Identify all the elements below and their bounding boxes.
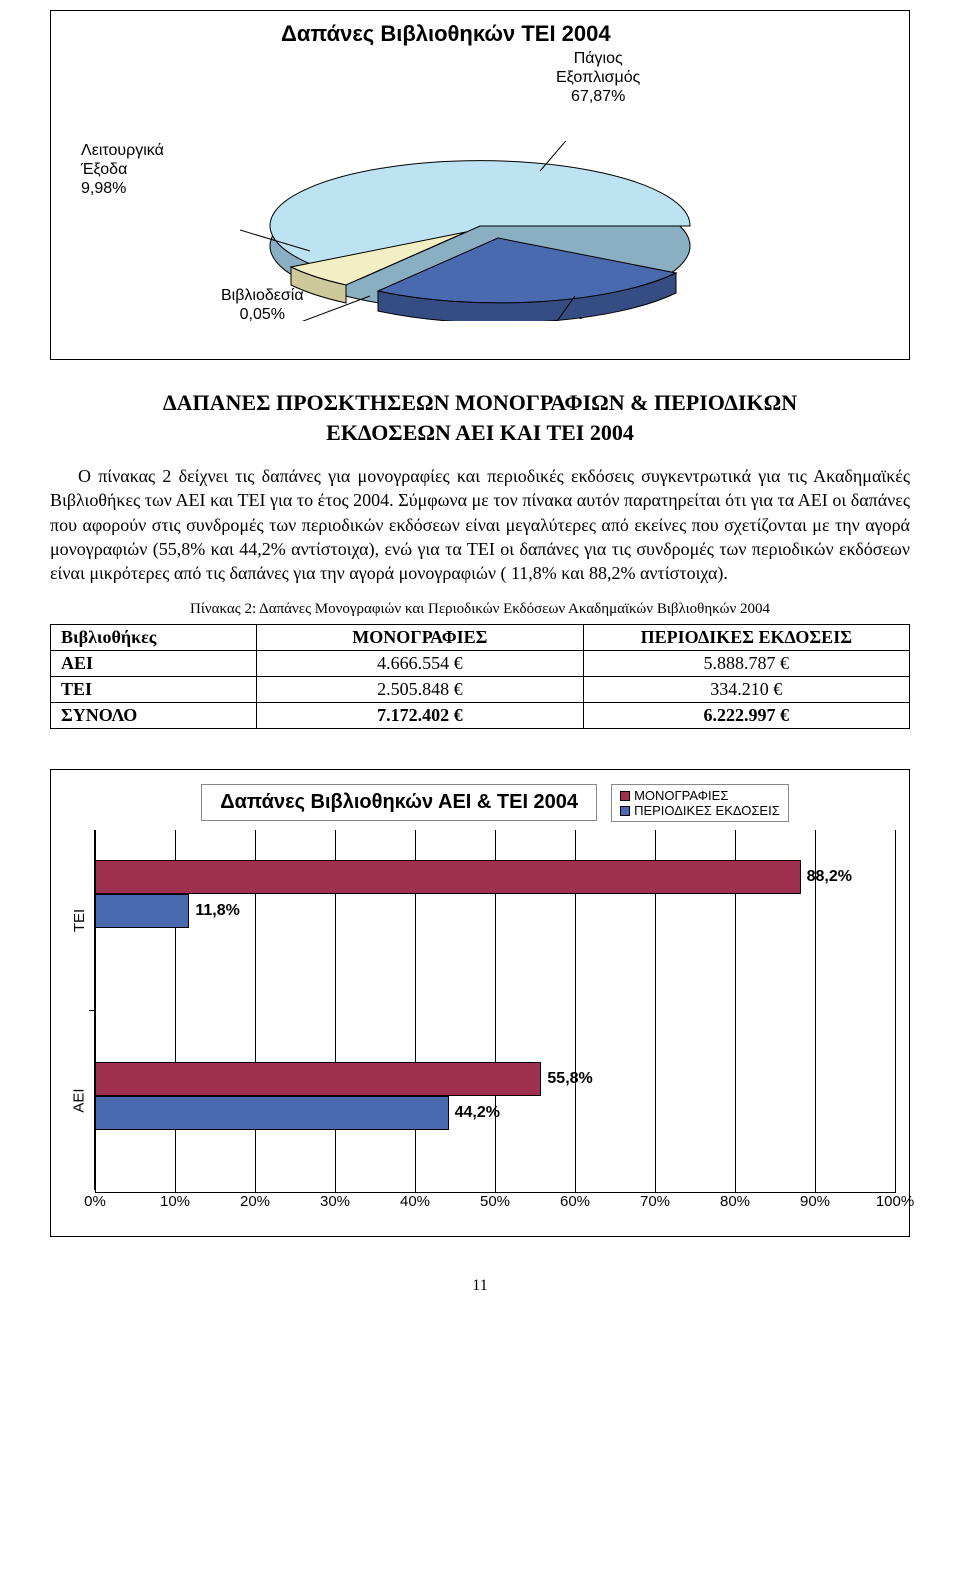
bar-fill	[95, 1062, 541, 1096]
page-number: 11	[50, 1277, 910, 1295]
table-row: ΣΥΝΟΛΟ 7.172.402 € 6.222.997 €	[51, 703, 910, 729]
section-heading-1: ΔΑΠΑΝΕΣ ΠΡΟΣΚΤΗΣΕΩΝ ΜΟΝΟΓΡΑΦΙΩΝ & ΠΕΡΙΟΔ…	[50, 390, 910, 416]
x-tick: 100%	[875, 1193, 915, 1210]
table-header-row: Βιβλιοθήκες ΜΟΝΟΓΡΑΦΙΕΣ ΠΕΡΙΟΔΙΚΕΣ ΕΚΔΟΣ…	[51, 625, 910, 651]
y-label-aei: ΑΕΙ	[71, 1088, 88, 1112]
bar-legend: ΜΟΝΟΓΡΑΦΙΕΣ ΠΕΡΙΟΔΙΚΕΣ ΕΚΔΟΣΕΙΣ	[611, 784, 789, 822]
x-tick: 40%	[395, 1193, 435, 1210]
x-tick: 10%	[155, 1193, 195, 1210]
body-paragraph: Ο πίνακας 2 δείχνει τις δαπάνες για μονο…	[50, 464, 910, 585]
table-row: ΑΕΙ 4.666.554 € 5.888.787 €	[51, 651, 910, 677]
bar-aei-per: 44,2%	[95, 1096, 895, 1130]
bar-fill	[95, 860, 801, 894]
x-tick: 60%	[555, 1193, 595, 1210]
pie-label-leit: Λειτουργικά Έξοδα 9,98%	[81, 141, 164, 199]
legend-mono: ΜΟΝΟΓΡΑΦΙΕΣ	[620, 788, 780, 803]
pie-label-pagios: Πάγιος Εξοπλισμός 67,87%	[556, 49, 640, 107]
x-tick: 70%	[635, 1193, 675, 1210]
bar-fill	[95, 1096, 449, 1130]
section-heading-2: ΕΚΔΟΣΕΩΝ ΑΕΙ ΚΑΙ ΤΕΙ 2004	[50, 420, 910, 446]
bar-tei-mono: 88,2%	[95, 860, 895, 894]
table-caption: Πίνακας 2: Δαπάνες Μονογραφιών και Περιο…	[50, 601, 910, 618]
pie-title: Δαπάνες Βιβλιοθηκών ΤΕΙ 2004	[281, 21, 611, 47]
plot-grid: 88,2% 11,8% 55,8% 44,2%	[95, 830, 895, 1190]
x-tick: 50%	[475, 1193, 515, 1210]
legend-per: ΠΕΡΙΟΔΙΚΕΣ ΕΚΔΟΣΕΙΣ	[620, 803, 780, 818]
x-tick: 90%	[795, 1193, 835, 1210]
y-label-tei: ΤΕΙ	[71, 909, 88, 932]
bar-value-label: 55,8%	[547, 1070, 592, 1088]
col-per: ΠΕΡΙΟΔΙΚΕΣ ΕΚΔΟΣΕΙΣ	[583, 625, 909, 651]
bar-plot: ΤΕΙ ΑΕΙ 88,2% 11,8% 55,8% 44,2%	[65, 830, 895, 1190]
pie-svg	[240, 141, 720, 326]
x-tick: 0%	[75, 1193, 115, 1210]
legend-swatch-per	[620, 806, 630, 816]
legend-swatch-mono	[620, 791, 630, 801]
x-tick: 80%	[715, 1193, 755, 1210]
bar-tei-per: 11,8%	[95, 894, 895, 928]
bar-value-label: 44,2%	[455, 1104, 500, 1122]
bar-value-label: 88,2%	[807, 868, 852, 886]
bar-value-label: 11,8%	[195, 902, 239, 920]
x-axis: 0%10%20%30%40%50%60%70%80%90%100%	[95, 1192, 895, 1222]
col-mono: ΜΟΝΟΓΡΑΦΙΕΣ	[257, 625, 583, 651]
x-tick: 20%	[235, 1193, 275, 1210]
bar-fill	[95, 894, 189, 928]
bar-header: Δαπάνες Βιβλιοθηκών ΑΕΙ & ΤΕΙ 2004 ΜΟΝΟΓ…	[95, 784, 895, 822]
bar-aei-mono: 55,8%	[95, 1062, 895, 1096]
pie-chart-container: Δαπάνες Βιβλιοθηκών ΤΕΙ 2004 Πάγιος Εξοπ…	[50, 10, 910, 360]
col-label: Βιβλιοθήκες	[51, 625, 257, 651]
bar-title: Δαπάνες Βιβλιοθηκών ΑΕΙ & ΤΕΙ 2004	[201, 784, 597, 821]
expenses-table: Βιβλιοθήκες ΜΟΝΟΓΡΑΦΙΕΣ ΠΕΡΙΟΔΙΚΕΣ ΕΚΔΟΣ…	[50, 624, 910, 729]
x-tick: 30%	[315, 1193, 355, 1210]
table-row: ΤΕΙ 2.505.848 € 334.210 €	[51, 677, 910, 703]
bar-chart-container: Δαπάνες Βιβλιοθηκών ΑΕΙ & ΤΕΙ 2004 ΜΟΝΟΓ…	[50, 769, 910, 1237]
